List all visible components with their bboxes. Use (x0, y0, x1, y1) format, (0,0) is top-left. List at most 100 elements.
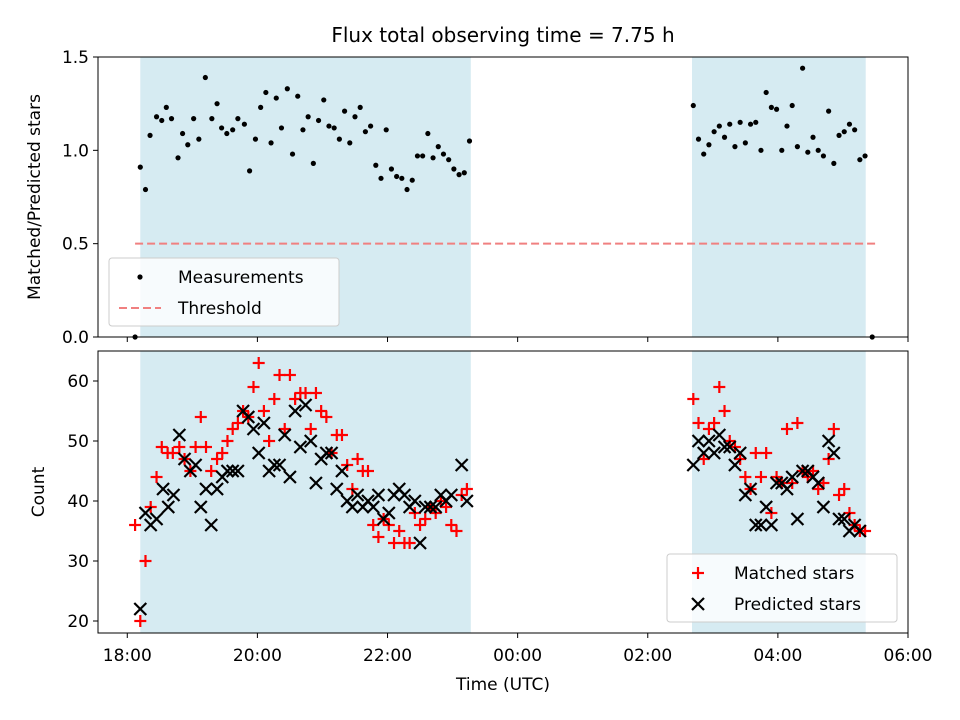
predicted-star-point (172, 428, 187, 442)
legend-count-box (666, 553, 898, 623)
cross-b (371, 488, 386, 502)
cross-b (172, 428, 187, 442)
matched-star-point (351, 453, 364, 465)
cross-b (204, 518, 218, 532)
matched-star-point (367, 519, 380, 531)
measurement-point (357, 104, 363, 110)
matched-star-point (189, 441, 202, 453)
cross-b (811, 476, 825, 490)
matched-star-point (445, 519, 458, 531)
cross-b (728, 458, 742, 472)
legend-predicted-marker (691, 597, 705, 611)
predicted-star-point (283, 470, 297, 484)
measurement-point (331, 125, 337, 131)
measurement-point (295, 93, 301, 99)
cross-b (231, 464, 245, 478)
measurement-point (784, 123, 790, 129)
cross-b (149, 512, 164, 526)
predicted-star-point (696, 446, 711, 460)
measurement-point (310, 160, 316, 166)
cross-b (199, 482, 213, 496)
measurement-point (347, 140, 353, 146)
measurement-point (185, 142, 191, 148)
measurement-point (857, 157, 863, 163)
matched-star-point (299, 387, 312, 399)
measurement-point (278, 125, 285, 131)
measurement-point (196, 136, 202, 142)
predicted-star-point (156, 482, 170, 496)
measurement-point (362, 129, 368, 135)
cross-b (853, 524, 867, 538)
legend-count: Matched stars Predicted stars (666, 553, 898, 623)
measurement-point (742, 140, 748, 146)
predicted-star-point (138, 506, 153, 520)
matched-star-point (257, 405, 270, 417)
measurement-point (352, 114, 358, 120)
predicted-star-point (194, 500, 208, 514)
cross-b (288, 404, 302, 418)
cross-b (686, 458, 701, 472)
predicted-star-point (293, 440, 308, 454)
measurement-point (191, 116, 197, 122)
predicted-star-point (220, 464, 235, 478)
matched-star-point (414, 519, 427, 531)
predicted-star-point (133, 602, 148, 616)
cross-b (733, 446, 747, 460)
cross-b (251, 446, 266, 460)
cross-b (454, 458, 469, 472)
predicted-star-point (837, 512, 852, 526)
cross-b (696, 446, 711, 460)
measurement-point (224, 130, 230, 137)
predicted-star-point (177, 452, 192, 466)
measurement-point (862, 153, 868, 159)
cross-b (241, 410, 256, 424)
predicted-star-point (717, 440, 732, 454)
predicted-star-point (460, 494, 474, 508)
x-axis-ticks-ratio (126, 337, 909, 342)
legend-predicted-label: Predicted stars (734, 595, 861, 615)
predicted-star-point (790, 512, 805, 526)
measurement-point (836, 132, 842, 138)
measurement-point (461, 170, 467, 176)
cross-b (691, 434, 706, 448)
cross-b (780, 482, 794, 496)
matched-star-point (139, 555, 152, 567)
matched-star-point (155, 441, 168, 453)
predicted-star-point (272, 458, 287, 472)
predicted-star-point (748, 518, 763, 532)
predicted-star-point (324, 446, 339, 460)
predicted-star-point (382, 506, 396, 520)
predicted-star-point (188, 458, 203, 472)
predicted-star-point (303, 434, 318, 448)
predicted-star-point (288, 404, 302, 418)
cross-b (795, 464, 810, 478)
predicted-star-point (267, 458, 282, 472)
cross-b (722, 440, 737, 454)
y-axis-ticks-ratio: 0.0 0.5 1.0 1.5 (62, 48, 98, 348)
matched-star-point (833, 489, 846, 501)
x-tick-label: 04:00 (753, 646, 802, 666)
cross-b (293, 440, 308, 454)
matched-star-point (150, 471, 163, 483)
measurement-point (732, 144, 738, 150)
cross-b (764, 518, 779, 532)
cross-b (785, 470, 799, 484)
cross-b (283, 470, 297, 484)
measurement-point (368, 123, 374, 129)
cross-b (754, 518, 768, 532)
cross-b (423, 500, 438, 514)
predicted-star-point (722, 440, 737, 454)
matched-star-point (252, 357, 265, 369)
measurement-point (440, 151, 447, 157)
cross-b (418, 500, 433, 514)
cross-b (194, 500, 208, 514)
predicted-star-point (754, 518, 768, 532)
predicted-star-point (785, 470, 799, 484)
x-tick-label: 06:00 (884, 646, 933, 666)
predicted-star-point (350, 488, 365, 502)
cross-b (366, 500, 380, 514)
predicted-star-point (246, 422, 261, 436)
panel-ratio-frame (97, 56, 909, 338)
predicted-star-point (686, 458, 701, 472)
